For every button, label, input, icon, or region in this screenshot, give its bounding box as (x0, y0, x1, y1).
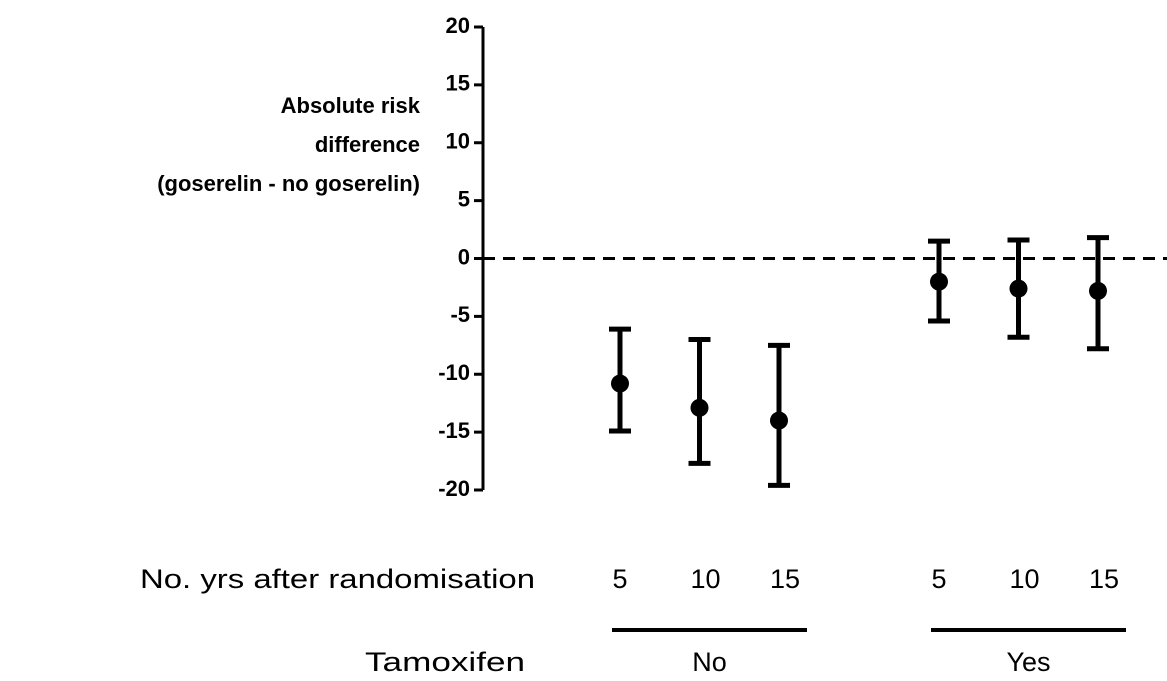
y-tick-label: 15 (446, 71, 470, 96)
y-axis-label: (goserelin - no goserelin) (157, 171, 420, 196)
point (1089, 281, 1107, 300)
x-tick-label: 5 (612, 564, 627, 594)
y-tick-label: -20 (438, 476, 470, 501)
x-tick-label: 10 (690, 564, 720, 594)
x-tick-label: 15 (1089, 564, 1119, 594)
x-row-label: No. yrs after randomisation (140, 564, 535, 594)
point (1009, 279, 1028, 298)
y-tick-label: 0 (458, 244, 470, 269)
y-tick-label: -15 (438, 418, 470, 443)
x-tick-label: 10 (1009, 564, 1039, 594)
x-tick-label: 15 (770, 564, 800, 594)
group-label: Yes (1006, 647, 1050, 677)
y-axis-label: difference (315, 132, 420, 157)
point (770, 411, 788, 430)
y-tick-label: -10 (438, 360, 470, 385)
y-tick-label: 10 (446, 129, 470, 154)
point (611, 374, 629, 393)
point (690, 398, 709, 417)
y-tick-label: 5 (458, 186, 470, 211)
point (930, 272, 948, 291)
group-row-label: Tamoxifen (365, 647, 525, 677)
y-axis-label: Absolute risk (281, 93, 421, 118)
group-label: No (692, 647, 727, 677)
x-tick-label: 5 (931, 564, 946, 594)
y-tick-label: 20 (446, 13, 470, 38)
y-tick-label: -5 (450, 302, 470, 327)
